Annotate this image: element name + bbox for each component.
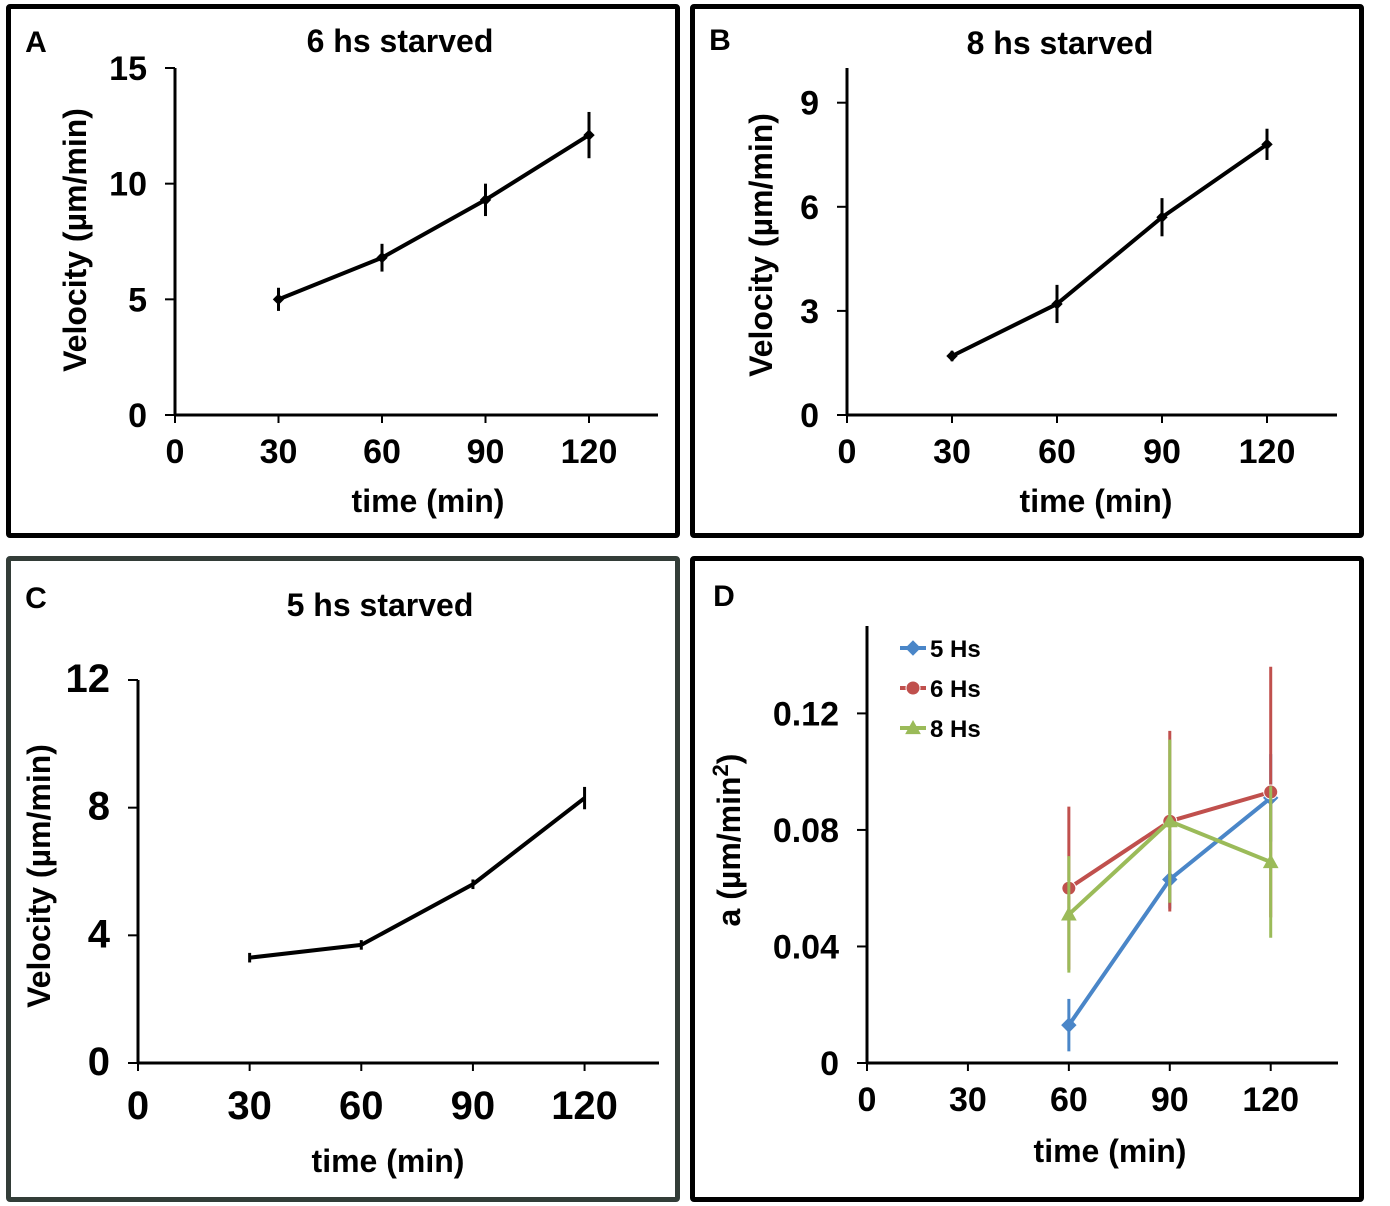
panel-c-series-0-line bbox=[249, 796, 586, 960]
panel-d-series-0-point bbox=[1061, 1017, 1077, 1033]
panel-d-y-tick-label: 0.08 bbox=[773, 812, 839, 850]
panel-a-label: A bbox=[25, 26, 47, 59]
panel-d-legend-label: 5 Hs bbox=[930, 636, 981, 663]
panel-c-x-axis-label: time (min) bbox=[312, 1143, 465, 1179]
panel-a-frame bbox=[6, 4, 680, 538]
panel-d-label: D bbox=[713, 580, 735, 613]
panel-a-y-tick-label: 10 bbox=[109, 166, 147, 204]
panel-b-series-0-point bbox=[946, 350, 958, 362]
panel-a-y-tick-label: 15 bbox=[109, 50, 147, 88]
panel-d-legend-label: 8 Hs bbox=[930, 716, 981, 743]
panel-d-x-tick-label: 90 bbox=[1151, 1081, 1189, 1119]
panel-b-label: B bbox=[709, 24, 731, 57]
panel-b-series-0-point bbox=[1261, 138, 1273, 151]
panel-b-x-axis-label: time (min) bbox=[1020, 483, 1173, 519]
panel-b-series-0-point bbox=[1051, 298, 1063, 310]
panel-c-y-tick-label: 0 bbox=[88, 1040, 110, 1084]
panel-b-y-tick-label: 6 bbox=[800, 189, 819, 227]
panel-d-x-tick-label: 0 bbox=[858, 1081, 877, 1119]
panel-d-y-axis-label: a (µm/min2) bbox=[708, 754, 747, 927]
panel-c-frame bbox=[6, 556, 680, 1202]
panel-a-y-tick-label: 5 bbox=[128, 281, 147, 319]
panel-d-x-axis-label: time (min) bbox=[1034, 1133, 1187, 1169]
panel-c-x-tick-label: 120 bbox=[551, 1084, 618, 1128]
panel-d-y-tick-label: 0 bbox=[820, 1045, 839, 1083]
panel-b-x-tick-label: 60 bbox=[1038, 433, 1076, 471]
panel-d-legend-marker bbox=[905, 640, 921, 656]
panel-c-x-tick-label: 0 bbox=[127, 1084, 149, 1128]
panel-d-series-2-point bbox=[1061, 906, 1077, 921]
panel-a-x-tick-label: 0 bbox=[166, 433, 185, 471]
panel-c-x-tick-label: 90 bbox=[451, 1084, 496, 1128]
panel-a-x-tick-label: 90 bbox=[467, 433, 505, 471]
panel-b-series-0-line bbox=[951, 142, 1269, 358]
panel-b-x-tick-label: 30 bbox=[933, 433, 971, 471]
panel-a-series-0-point bbox=[376, 251, 388, 264]
panel-b-y-axis-label: Velocity (µm/min) bbox=[743, 113, 779, 377]
panel-d-series-2-point bbox=[1262, 853, 1279, 869]
panel-b-frame bbox=[690, 4, 1364, 538]
panel-c-y-tick-label: 4 bbox=[88, 912, 111, 956]
panel-a-series-0-line bbox=[277, 133, 591, 302]
panel-d-series-2-point bbox=[1161, 813, 1178, 828]
panel-d-legend-marker bbox=[905, 680, 921, 696]
panel-d-x-tick-label: 120 bbox=[1242, 1081, 1299, 1119]
panel-b-title: 8 hs starved bbox=[967, 25, 1154, 61]
panel-c-title: 5 hs starved bbox=[287, 587, 474, 623]
panel-c-label: C bbox=[25, 582, 47, 615]
panel-c-x-tick-label: 30 bbox=[227, 1084, 272, 1128]
panel-a-x-tick-label: 60 bbox=[363, 433, 401, 471]
panel-d-legend-label: 6 Hs bbox=[930, 676, 981, 703]
panel-c-y-tick-label: 8 bbox=[88, 785, 110, 829]
panel-c-x-tick-label: 60 bbox=[339, 1084, 384, 1128]
panel-b-series-0-point bbox=[1156, 211, 1168, 223]
panel-a-series-0-point bbox=[479, 194, 492, 206]
panel-a-x-tick-label: 120 bbox=[561, 433, 618, 471]
panel-a-y-axis-label: Velocity (µm/min) bbox=[57, 108, 93, 372]
panel-b-y-tick-label: 9 bbox=[800, 85, 819, 123]
panel-d-x-tick-label: 60 bbox=[1050, 1081, 1088, 1119]
panel-a-series-0-point bbox=[583, 129, 595, 141]
panel-d-frame bbox=[690, 556, 1364, 1202]
panel-a-title: 6 hs starved bbox=[307, 23, 494, 59]
panel-b-x-tick-label: 0 bbox=[838, 433, 857, 471]
panel-b-x-tick-label: 120 bbox=[1239, 433, 1296, 471]
panel-b-y-tick-label: 0 bbox=[800, 397, 819, 435]
panel-d-y-tick-label: 0.12 bbox=[773, 695, 839, 733]
panel-d-x-tick-label: 30 bbox=[949, 1081, 987, 1119]
panel-a-x-tick-label: 30 bbox=[260, 433, 298, 471]
panel-a-x-axis-label: time (min) bbox=[352, 483, 505, 519]
panel-c-y-axis-label: Velocity (µm/min) bbox=[21, 744, 57, 1008]
panel-b-x-tick-label: 90 bbox=[1143, 433, 1181, 471]
panel-c-y-tick-label: 12 bbox=[66, 657, 111, 701]
panel-a-y-tick-label: 0 bbox=[128, 397, 147, 435]
panel-a-series-0-point bbox=[272, 293, 285, 306]
panel-d-legend-marker bbox=[905, 719, 921, 735]
panel-d-y-tick-label: 0.04 bbox=[773, 928, 839, 966]
panel-b-y-tick-label: 3 bbox=[800, 293, 819, 331]
